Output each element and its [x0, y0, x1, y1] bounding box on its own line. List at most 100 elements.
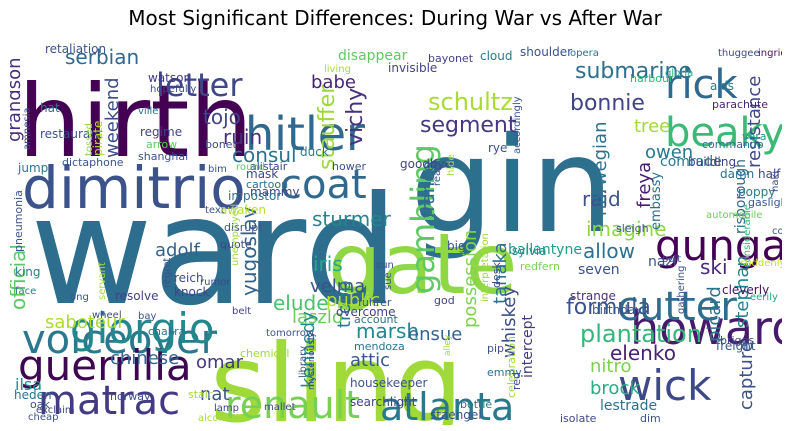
- word-cheap: cheap: [28, 412, 58, 423]
- word-capture: capture: [736, 341, 757, 410]
- word-cloud: ward gin hirth sling gate dimitrio hitler gunga…: [10, 38, 782, 425]
- word-gathering: gathering: [676, 266, 687, 314]
- word-mammy: mammy: [250, 185, 300, 199]
- word-cloud: cloud: [480, 49, 513, 63]
- word-serbian: serbian: [65, 45, 139, 69]
- word-invisible: invisible: [388, 61, 437, 75]
- word-cartoon: cartoon: [246, 178, 288, 191]
- word-renault: renault: [225, 383, 360, 425]
- word-intercept: intercept: [520, 314, 536, 378]
- word-god: god: [434, 294, 455, 307]
- word-reich: reich: [174, 271, 204, 285]
- word-opera: opera: [570, 48, 599, 59]
- word-hopefully: hopefully: [150, 84, 196, 95]
- word-nat: nat: [200, 384, 230, 405]
- word-heden: heden: [14, 388, 52, 402]
- word-voiceover: voiceover: [22, 317, 218, 363]
- word-ward: ward: [30, 165, 399, 339]
- word-couch: couch: [772, 226, 782, 237]
- word-seven: seven: [578, 262, 620, 278]
- word-alistair: alistair: [250, 160, 288, 173]
- chart-title: Most Significant Differences: During War…: [128, 6, 662, 30]
- word-marsh: marsh: [356, 319, 419, 343]
- word-gin: gin: [410, 109, 614, 263]
- word-mallet: mallet: [264, 402, 296, 413]
- word-red: red: [510, 372, 523, 390]
- word-poppy: poppy: [738, 185, 775, 199]
- word-bonet: bonet: [205, 138, 237, 151]
- word-knock: knock: [174, 285, 209, 299]
- word-unemployed: unemployed: [230, 204, 241, 266]
- word-retaliation: retaliation: [45, 42, 106, 56]
- word-submarine: submarine: [575, 59, 692, 84]
- word-norwegian: norwegian: [590, 122, 611, 216]
- word-disappear: disappear: [338, 48, 408, 64]
- word-servant: servant: [97, 262, 108, 300]
- word-formula: formula: [566, 295, 651, 320]
- word-tossed: tossed: [84, 123, 95, 156]
- word-accordingly: accordingly: [512, 96, 523, 154]
- word-coat: coat: [280, 162, 367, 208]
- word-brock: brock: [590, 378, 640, 399]
- word-ruin: ruin: [223, 125, 262, 149]
- word-parachute: parachute: [712, 98, 768, 111]
- word-hat: hat: [40, 101, 60, 115]
- word-housekeeper: housekeeper: [350, 376, 427, 390]
- word-automobile: automobile: [706, 210, 762, 221]
- word-resolve: resolve: [115, 289, 158, 303]
- word-tree: tree: [634, 116, 670, 137]
- word-pirate: pirate: [91, 121, 105, 156]
- word-staengel: staengel: [430, 408, 482, 422]
- word-official: official: [10, 244, 30, 310]
- word-nitro: nitro: [590, 356, 631, 377]
- word-weekend: weekend: [102, 77, 123, 158]
- word-owen: owen: [645, 142, 693, 163]
- word-shanghai: shanghai: [138, 150, 188, 163]
- word-fuhrer: fuhrer: [358, 296, 392, 309]
- word-sling: sling: [210, 322, 463, 425]
- word-elude: elude: [273, 291, 329, 315]
- word-plantation: plantation: [580, 320, 702, 348]
- word-lestrade: lestrade: [600, 398, 657, 414]
- word-troop: troop: [334, 280, 355, 328]
- word-hirth: hirth: [18, 63, 253, 180]
- word-gaslight: gaslight: [748, 196, 782, 209]
- word-round: round: [236, 162, 265, 173]
- word-kennedy: kennedy: [298, 311, 319, 388]
- word-celebration: celebration: [505, 336, 518, 398]
- word-awaken: awaken: [220, 203, 266, 217]
- word-arrow: arrow: [146, 138, 177, 151]
- word-allow: allow: [583, 239, 635, 263]
- word-hower: hower: [332, 160, 366, 173]
- word-atlanta: atlanta: [380, 385, 514, 425]
- word-damn: damn: [720, 167, 754, 181]
- word-interpretation: interpretation: [480, 233, 491, 302]
- word-lamp: lamp: [214, 403, 239, 414]
- word-bay: bay: [138, 311, 156, 322]
- word-hitler: hitler: [245, 107, 365, 161]
- word-sturmer: sturmer: [312, 207, 392, 231]
- word-omar: omar: [196, 352, 244, 373]
- word-pip: pip: [487, 342, 504, 355]
- word-restaurant: restaurant: [40, 127, 103, 141]
- word-considerable: considerable: [742, 204, 753, 268]
- word-watson: watson: [148, 71, 191, 85]
- word-schultz: schultz: [428, 88, 513, 116]
- word-account: account: [354, 313, 399, 326]
- word-birthday: birthday: [592, 303, 642, 317]
- word-oak: oak: [30, 398, 50, 411]
- word-belt: belt: [232, 306, 251, 317]
- word-letter: letter: [156, 66, 243, 104]
- word-wheel: wheel: [92, 310, 122, 321]
- word-briggs: briggs: [720, 334, 755, 347]
- word-bayonet: bayonet: [428, 52, 474, 65]
- word-ilsa: ilsa: [15, 375, 42, 394]
- word-nazi: nazi: [648, 254, 677, 270]
- word-stauffer: stauffer: [315, 84, 340, 170]
- word-gate: gate: [328, 215, 517, 313]
- word-laszlo: laszlo: [292, 307, 343, 328]
- word-gunga: gunga: [655, 221, 782, 270]
- word-cutter: cutter: [617, 284, 737, 330]
- word-segment: segment: [420, 113, 517, 138]
